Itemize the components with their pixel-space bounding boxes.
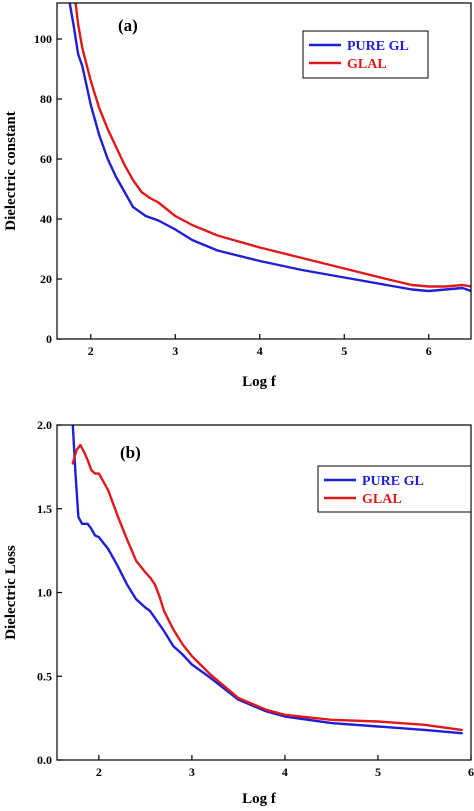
legend-label: PURE GL (347, 39, 409, 54)
series-line-pure-gl (71, 425, 463, 735)
y-tick-label: 0.0 (37, 753, 52, 767)
x-tick-label: 2 (88, 344, 94, 358)
y-tick-label: 20 (40, 272, 52, 286)
series-line-glal (74, 3, 471, 288)
y-tick-label: 0 (46, 332, 52, 346)
legend-box (302, 30, 429, 79)
y-tick-label: 100 (34, 32, 52, 46)
legend-label: GLAL (347, 57, 387, 72)
x-tick-label: 5 (341, 344, 347, 358)
plot-frame (56, 2, 472, 340)
x-tick-label: 4 (282, 765, 288, 779)
panel-label: (b) (120, 443, 141, 462)
y-tick-label: 1.5 (37, 502, 52, 516)
y-tick-label: 1.0 (37, 586, 52, 600)
x-tick-label: 6 (426, 344, 432, 358)
x-tick-label: 5 (375, 765, 381, 779)
series-line-glal (71, 443, 463, 732)
legend-box (317, 465, 472, 513)
x-tick-label: 3 (189, 765, 195, 779)
y-axis-title: Dielectric Loss (3, 545, 19, 640)
y-tick-label: 80 (40, 92, 52, 106)
x-tick-label: 3 (172, 344, 178, 358)
series-line-pure-gl (68, 3, 471, 293)
y-tick-label: 2.0 (37, 418, 52, 432)
x-tick-label: 2 (96, 765, 102, 779)
x-axis-title: Log f (242, 374, 277, 390)
y-tick-label: 40 (40, 212, 52, 226)
y-tick-label: 60 (40, 152, 52, 166)
legend-label: PURE GL (362, 474, 424, 489)
x-tick-label: 4 (257, 344, 263, 358)
x-tick-label: 6 (468, 765, 474, 779)
x-axis-title: Log f (242, 791, 277, 807)
panel-label: (a) (118, 16, 138, 35)
legend-label: GLAL (362, 492, 402, 507)
panel-b: 2 3 4 5 6 0.0 0.5 1.0 1.5 2.0 Log f Dielectric Loss… (3, 418, 474, 807)
y-axis-title: Dielectric constant (3, 111, 19, 231)
y-tick-label: 0.5 (37, 669, 52, 683)
